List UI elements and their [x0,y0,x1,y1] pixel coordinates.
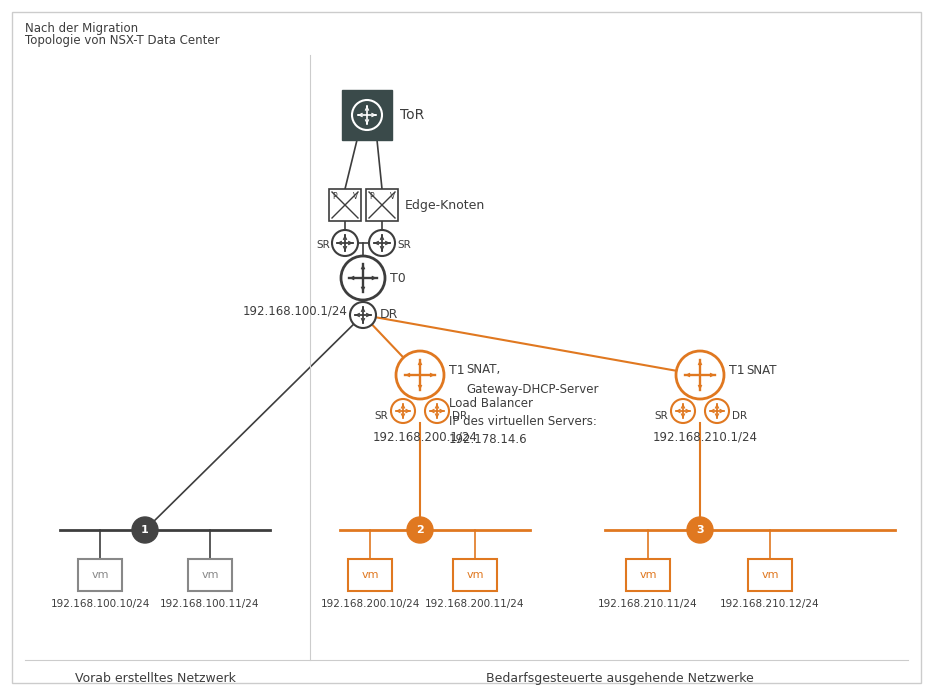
FancyBboxPatch shape [366,189,398,221]
FancyBboxPatch shape [626,559,670,591]
Circle shape [687,517,713,543]
Text: Vorab erstelltes Netzwerk: Vorab erstelltes Netzwerk [75,672,235,685]
Text: 192.168.200.10/24: 192.168.200.10/24 [320,599,420,609]
Text: 192.168.100.1/24: 192.168.100.1/24 [243,304,348,318]
Text: P: P [332,192,337,201]
Text: vm: vm [639,570,657,580]
Circle shape [369,230,395,256]
Text: 192.168.200.1/24: 192.168.200.1/24 [373,431,478,444]
FancyBboxPatch shape [78,559,122,591]
Text: SNAT,: SNAT, [466,363,500,377]
Text: vm: vm [761,570,779,580]
Text: T1: T1 [729,363,745,377]
FancyBboxPatch shape [748,559,792,591]
Circle shape [352,100,382,130]
Circle shape [407,517,433,543]
Text: 192.168.210.11/24: 192.168.210.11/24 [598,599,698,609]
Text: DR: DR [452,411,467,421]
Text: SR: SR [374,411,388,421]
Circle shape [671,399,695,423]
Text: vm: vm [91,570,109,580]
Text: 1: 1 [141,525,149,535]
Text: P: P [369,192,373,201]
Text: vm: vm [361,570,379,580]
Text: SR: SR [397,240,411,250]
Text: Topologie von NSX-T Data Center: Topologie von NSX-T Data Center [25,34,219,47]
FancyBboxPatch shape [342,90,392,140]
Circle shape [425,399,449,423]
Text: V: V [353,192,358,201]
Text: Gateway-DHCP-Server: Gateway-DHCP-Server [466,383,598,396]
FancyBboxPatch shape [453,559,497,591]
Text: T0: T0 [390,272,406,284]
Text: 2: 2 [416,525,424,535]
Text: SR: SR [316,240,330,250]
Text: 192.168.210.1/24: 192.168.210.1/24 [653,431,758,444]
Circle shape [676,351,724,399]
Text: Nach der Migration: Nach der Migration [25,22,138,35]
Text: ToR: ToR [400,108,425,122]
Text: SNAT: SNAT [746,363,776,377]
Circle shape [705,399,729,423]
Circle shape [332,230,358,256]
Circle shape [132,517,158,543]
Text: V: V [390,192,395,201]
Text: 192.168.210.12/24: 192.168.210.12/24 [720,599,820,609]
Circle shape [391,399,415,423]
Text: DR: DR [732,411,747,421]
FancyBboxPatch shape [12,12,921,683]
Text: 192.168.100.10/24: 192.168.100.10/24 [50,599,149,609]
Text: Load Balancer
IP des virtuellen Servers:
192.178.14.6: Load Balancer IP des virtuellen Servers:… [449,397,597,446]
Circle shape [341,256,385,300]
FancyBboxPatch shape [348,559,392,591]
Text: T1: T1 [449,363,465,377]
Text: Edge-Knoten: Edge-Knoten [405,199,485,211]
Text: vm: vm [202,570,218,580]
Circle shape [396,351,444,399]
Text: 192.168.200.11/24: 192.168.200.11/24 [425,599,524,609]
Text: 192.168.100.11/24: 192.168.100.11/24 [160,599,259,609]
FancyBboxPatch shape [329,189,361,221]
FancyBboxPatch shape [188,559,232,591]
Text: 3: 3 [696,525,703,535]
Text: SR: SR [654,411,668,421]
Text: DR: DR [380,309,398,322]
Circle shape [350,302,376,328]
Text: vm: vm [466,570,483,580]
Text: Bedarfsgesteuerte ausgehende Netzwerke: Bedarfsgesteuerte ausgehende Netzwerke [486,672,754,685]
